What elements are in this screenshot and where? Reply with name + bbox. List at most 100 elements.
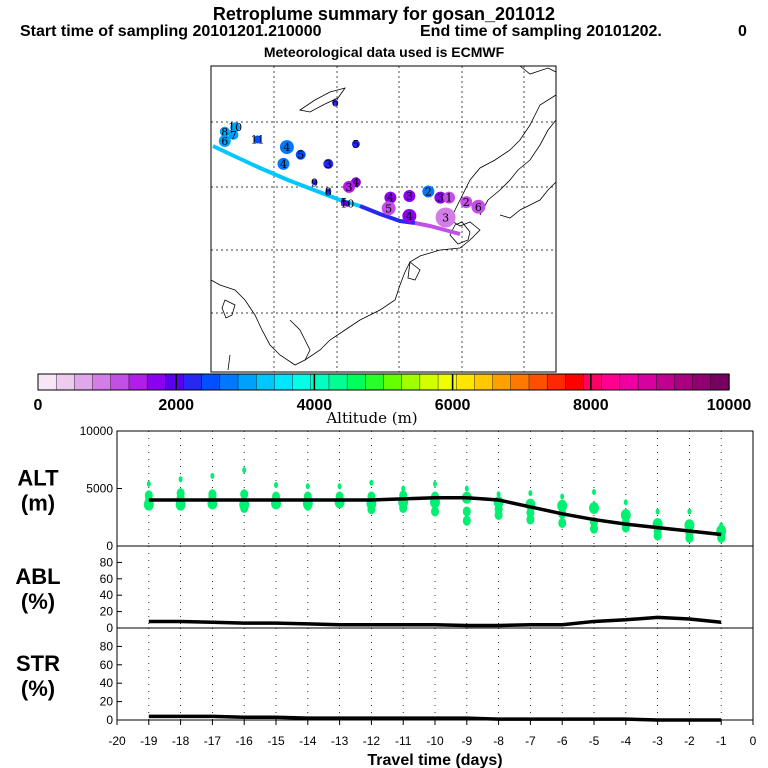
x-tick-label: -10	[426, 734, 444, 748]
trajectory-marker	[311, 179, 318, 186]
colorbar-tick-label: 10000	[707, 397, 752, 414]
alt-spread-point	[557, 499, 568, 512]
x-tick-label: -16	[236, 734, 254, 748]
alt-spread-point	[494, 509, 503, 520]
trajectory-marker	[351, 140, 360, 149]
x-tick-label: -7	[525, 734, 536, 748]
trajectory-day-label: 3	[442, 211, 449, 224]
trajectory-segment-early	[212, 144, 361, 208]
trajectory-day-label: 7	[230, 129, 237, 142]
x-tick-label: -12	[363, 734, 381, 748]
colorbar-swatch	[656, 373, 676, 391]
colorbar-swatch	[510, 373, 530, 391]
x-tick-label: -17	[204, 734, 222, 748]
colorbar-swatch	[565, 373, 585, 391]
y-tick-label: 80	[100, 555, 114, 569]
colorbar-swatch	[601, 373, 621, 391]
trajectory-day-label: 8	[221, 126, 228, 139]
trajectory-day-label: 5	[297, 149, 304, 162]
alt-spread-point	[528, 490, 533, 497]
colorbar-swatch	[165, 373, 185, 391]
y-tick-label: 5000	[86, 482, 113, 496]
panel-unit: (m)	[21, 491, 55, 516]
colorbar-tick-label: 2000	[158, 397, 194, 414]
colorbar-swatch	[637, 373, 657, 391]
colorbar-swatch	[492, 373, 512, 391]
x-tick-label: -18	[172, 734, 190, 748]
colorbar-swatch	[37, 373, 57, 391]
x-tick-label: -8	[493, 734, 504, 748]
colorbar-swatch	[328, 373, 348, 391]
alt-spread-point	[146, 480, 151, 487]
alt-spread-point	[526, 514, 535, 525]
alt-spread-point	[684, 519, 695, 532]
trajectory-marker	[460, 196, 473, 209]
colorbar-swatch	[55, 373, 76, 391]
trajectory-day-label: 11	[251, 133, 265, 146]
alt-spread-point	[462, 506, 471, 517]
y-tick-label: 60	[100, 572, 114, 586]
x-tick-label: -6	[557, 734, 568, 748]
colorbar-swatch	[310, 373, 330, 391]
trajectory-marker	[344, 200, 351, 207]
x-tick-label: -9	[461, 734, 472, 748]
trajectory-marker	[434, 191, 447, 204]
colorbar-swatch	[419, 373, 439, 391]
panel-frame	[116, 627, 754, 721]
map-graticule	[211, 66, 556, 372]
x-tick-label: 0	[750, 734, 757, 748]
trajectory-marker	[343, 180, 355, 193]
alt-spread-point	[178, 476, 183, 483]
alt-spread-point	[655, 508, 660, 515]
panel-alt: 0 5000 10000 ALT(m)	[17, 424, 754, 553]
panel-unit: (%)	[21, 589, 55, 614]
trajectory-segment-late	[414, 221, 461, 236]
trajectory-marker	[443, 191, 456, 204]
colorbar-swatch	[274, 373, 294, 391]
colorbar-swatch	[292, 373, 312, 391]
map-frame	[210, 65, 557, 373]
x-tick-label: -15	[267, 734, 285, 748]
alt-spread-point	[592, 488, 596, 495]
alt-spread-point	[240, 503, 249, 514]
start-time-label: Start time of sampling 20101201.210000	[20, 23, 322, 40]
trajectory-day-label: 4	[387, 192, 394, 205]
trajectory-day-label: 4	[283, 141, 290, 154]
colorbar-swatch	[692, 373, 712, 391]
colorbar-swatch	[619, 373, 639, 391]
colorbar-swatch	[128, 373, 148, 391]
panel-unit: (%)	[21, 676, 55, 701]
colorbar-swatch	[237, 373, 257, 391]
panel-abl: 0 20 40 60 80 ABL(%)	[15, 545, 754, 635]
alt-spread-point	[687, 508, 692, 515]
alt-spread-point	[369, 479, 374, 486]
trajectory-marker	[325, 188, 332, 195]
alt-spread-point	[240, 489, 249, 500]
colorbar-tick-label: 8000	[573, 397, 609, 414]
trajectory-marker	[471, 199, 486, 214]
trajectory-marker	[230, 122, 241, 133]
alt-spread-point	[496, 491, 501, 498]
x-tick-label: -2	[684, 734, 695, 748]
colorbar-tick-label: 6000	[435, 397, 471, 414]
alt-spread-point	[399, 503, 408, 514]
trajectory-marker	[381, 201, 396, 216]
alt-spread-point	[462, 515, 471, 526]
colorbar-swatch	[74, 373, 94, 391]
trajectory-day-label: 4	[406, 210, 413, 223]
y-tick-label: 0	[106, 539, 113, 553]
x-tick-label: -4	[620, 734, 631, 748]
y-tick-label: 0	[106, 713, 113, 727]
panel-name: STR	[16, 651, 60, 676]
alt-spread-point	[560, 493, 565, 500]
trajectory-marker	[422, 185, 435, 198]
panel-name: ABL	[15, 564, 60, 589]
x-tick-label: -1	[716, 734, 727, 748]
alt-spread-point	[242, 467, 247, 474]
y-tick-label: 80	[100, 639, 114, 653]
trajectory-marker	[219, 126, 230, 137]
trajectory-marker	[332, 99, 339, 106]
y-tick-label: 0	[106, 621, 113, 635]
